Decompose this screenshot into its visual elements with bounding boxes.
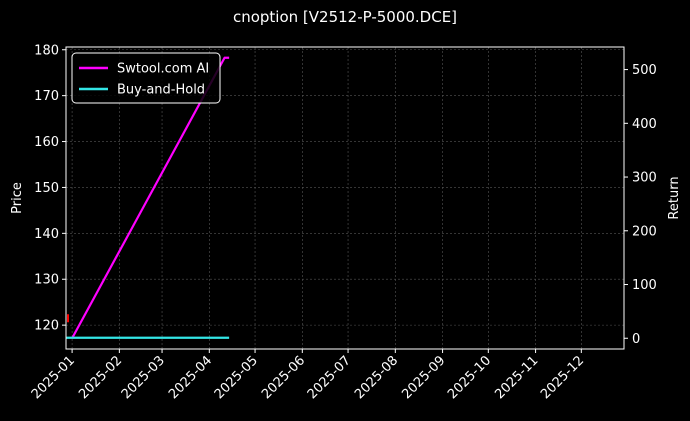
legend-box — [71, 52, 221, 104]
legend-entry: Swtool.com AI — [117, 62, 209, 77]
y-tick-label: 180 — [34, 43, 59, 58]
legend: Swtool.com AI Buy-and-Hold — [71, 52, 221, 104]
y2-tick-label: 200 — [632, 224, 657, 239]
legend-entry: Buy-and-Hold — [117, 83, 205, 98]
y2-tick-label: 0 — [632, 332, 640, 347]
series-layer — [66, 56, 230, 339]
series-line-0 — [71, 56, 230, 339]
y2-tick-label: 500 — [632, 63, 657, 78]
y-tick-label: 170 — [34, 89, 59, 104]
y-tick-label: 150 — [34, 181, 59, 196]
y2-axis-label: Return — [667, 176, 682, 219]
y-axis-label: Price — [10, 182, 25, 214]
y2-tick-label: 400 — [632, 117, 657, 132]
chart-title: cnoption [V2512-P-5000.DCE] — [233, 8, 457, 26]
y2-tick-label: 100 — [632, 278, 657, 293]
plot-frame — [65, 46, 625, 350]
y-tick-label: 120 — [34, 319, 59, 334]
axes — [65, 46, 625, 350]
y-tick-label: 140 — [34, 227, 59, 242]
y-tick-label: 130 — [34, 273, 59, 288]
y2-tick-label: 300 — [632, 171, 657, 186]
y-tick-label: 160 — [34, 135, 59, 150]
